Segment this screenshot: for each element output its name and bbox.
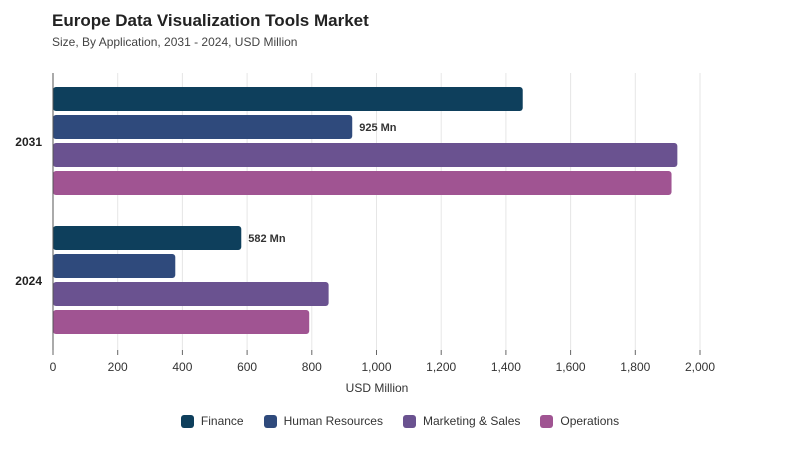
- chart-subtitle: Size, By Application, 2031 - 2024, USD M…: [52, 35, 298, 49]
- category-label: 2024: [15, 274, 42, 288]
- bar: [53, 115, 353, 139]
- x-tick-label: 2,000: [685, 360, 715, 374]
- x-tick-label: 0: [50, 360, 57, 374]
- legend-item: Operations: [540, 414, 619, 428]
- legend-label: Human Resources: [283, 414, 383, 428]
- x-tick-label: 200: [108, 360, 128, 374]
- x-tick-label: 1,600: [556, 360, 586, 374]
- legend-swatch: [540, 414, 554, 428]
- x-tick-label: 1,200: [426, 360, 456, 374]
- x-axis-label: USD Million: [346, 381, 409, 395]
- legend-label: Operations: [560, 414, 620, 428]
- legend-item: Human Resources: [263, 414, 383, 428]
- legend-item: Marketing & Sales: [402, 414, 521, 428]
- bar: [53, 171, 672, 195]
- x-tick-label: 1,000: [361, 360, 391, 374]
- legend-swatch: [263, 414, 277, 428]
- bar: [53, 226, 242, 250]
- category-label: 2031: [15, 135, 42, 149]
- bar: [53, 143, 678, 167]
- legend-item: Finance: [180, 414, 244, 428]
- legend-swatch: [402, 414, 416, 428]
- bar: [53, 282, 329, 306]
- x-tick-label: 1,400: [491, 360, 521, 374]
- legend-swatch: [180, 414, 194, 428]
- data-label: 582 Mn: [248, 233, 286, 245]
- bar: [53, 87, 523, 111]
- labels: 0 200 400 600 800 1,000 1,200 1,400 1,600 1,800 2,…: [15, 122, 715, 374]
- chart-title: Europe Data Visualization Tools Market: [52, 11, 369, 30]
- legend-label: Marketing & Sales: [422, 414, 521, 428]
- bar: [53, 254, 176, 278]
- legend-label: Finance: [200, 414, 244, 428]
- bar: [53, 310, 310, 334]
- x-tick-label: 400: [172, 360, 192, 374]
- data-label: 925 Mn: [359, 122, 397, 134]
- x-tick-label: 600: [237, 360, 257, 374]
- legend: Finance Human Resources Marketing & Sales O…: [0, 414, 800, 428]
- bars: [53, 87, 678, 334]
- x-tick-label: 800: [302, 360, 322, 374]
- x-tick-label: 1,800: [620, 360, 650, 374]
